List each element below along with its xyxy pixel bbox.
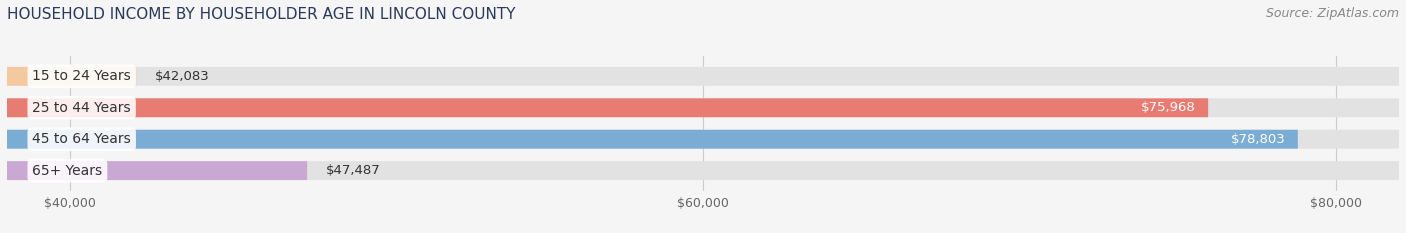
FancyBboxPatch shape [7,161,307,180]
Text: 15 to 24 Years: 15 to 24 Years [32,69,131,83]
FancyBboxPatch shape [7,161,1399,180]
Text: $47,487: $47,487 [326,164,381,177]
FancyBboxPatch shape [7,67,136,86]
Text: 25 to 44 Years: 25 to 44 Years [32,101,131,115]
FancyBboxPatch shape [7,67,1399,86]
Text: HOUSEHOLD INCOME BY HOUSEHOLDER AGE IN LINCOLN COUNTY: HOUSEHOLD INCOME BY HOUSEHOLDER AGE IN L… [7,7,516,22]
FancyBboxPatch shape [7,130,1399,149]
FancyBboxPatch shape [7,130,1298,149]
FancyBboxPatch shape [7,98,1208,117]
Text: Source: ZipAtlas.com: Source: ZipAtlas.com [1265,7,1399,20]
Text: 65+ Years: 65+ Years [32,164,103,178]
Text: $42,083: $42,083 [155,70,209,83]
Text: $75,968: $75,968 [1140,101,1195,114]
FancyBboxPatch shape [7,98,1399,117]
Text: $78,803: $78,803 [1230,133,1285,146]
Text: 45 to 64 Years: 45 to 64 Years [32,132,131,146]
